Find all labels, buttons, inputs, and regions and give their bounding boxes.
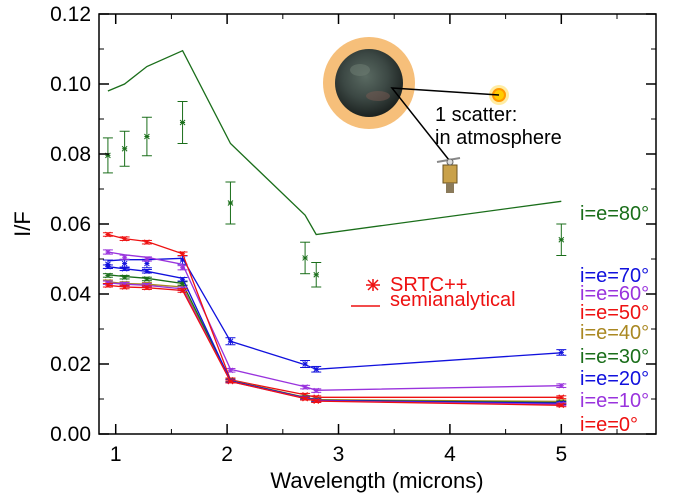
data-point (313, 398, 320, 404)
series-group (102, 255, 567, 373)
spacecraft-icon (436, 157, 461, 193)
data-point (105, 263, 111, 270)
y-tick-label: 0.00 (50, 423, 91, 446)
model-line (107, 49, 562, 236)
data-point (558, 349, 565, 356)
data-point (144, 256, 150, 262)
data-point (302, 361, 308, 367)
y-tick-label: 0.12 (50, 3, 91, 26)
data-point (144, 268, 150, 275)
x-axis-label: Wavelength (microns) (270, 468, 483, 493)
x-tick-label: 4 (444, 443, 456, 466)
axis-ticks: 1 2 3 4 5 0.00 0.02 0.04 0.06 0.08 0.10 0.12 (50, 3, 656, 466)
data-point (302, 395, 308, 402)
data-point (105, 231, 111, 238)
x-tick-label: 2 (221, 443, 233, 466)
data-point (144, 133, 150, 140)
data-point (144, 239, 150, 246)
data-point (105, 261, 111, 268)
series-group (102, 263, 567, 407)
data-point (302, 384, 308, 390)
data-point (179, 287, 186, 294)
series-label: i=e=60° (580, 283, 649, 305)
data-point (121, 235, 128, 242)
data-point (144, 276, 150, 282)
light-ray-path (390, 87, 500, 161)
data-point (179, 264, 186, 271)
series-label: i=e=40° (580, 322, 649, 344)
series-label: i=e=50° (580, 302, 649, 324)
data-point (121, 254, 128, 261)
data-point (558, 382, 565, 389)
y-axis-label: I/F (10, 211, 35, 237)
data-point (105, 282, 111, 289)
data-point (121, 274, 128, 281)
series-group (102, 249, 567, 394)
planet-illustration (323, 37, 415, 129)
series-group (102, 231, 567, 401)
data-point (144, 282, 150, 289)
y-tick-label: 0.08 (50, 143, 91, 166)
data-point (558, 236, 565, 243)
data-point (105, 279, 111, 286)
y-tick-label: 0.10 (50, 73, 91, 96)
data-point (179, 250, 186, 257)
data-point (179, 119, 186, 126)
data-point (558, 402, 565, 409)
y-tick-label: 0.04 (50, 283, 91, 306)
series-layer (102, 49, 567, 409)
series-label: i=e=30° (580, 346, 649, 368)
data-point (121, 265, 128, 272)
data-point (313, 387, 320, 394)
series-label: i=e=0° (580, 414, 638, 436)
y-tick-label: 0.06 (50, 213, 91, 236)
data-point (179, 276, 186, 283)
model-line (107, 266, 562, 404)
data-point (144, 284, 150, 291)
legend-label-semianalytical: semianalytical (390, 289, 516, 311)
legend-marker-srtc (366, 279, 380, 291)
data-point (227, 338, 234, 345)
data-point (227, 367, 234, 374)
x-tick-label: 3 (333, 443, 345, 466)
data-point (144, 260, 150, 267)
x-tick-label: 5 (555, 443, 567, 466)
data-point (121, 260, 128, 267)
annotation-line-1: 1 scatter: (435, 104, 517, 126)
series-label: i=e=80° (580, 203, 649, 225)
data-point (105, 249, 111, 255)
series-label: i=e=10° (580, 390, 649, 412)
data-point (313, 366, 320, 373)
series-labels: i=e=80° i=e=70°i=e=60°i=e=50°i=e=40°i=e=3… (580, 203, 649, 436)
series-label: i=e=20° (580, 368, 649, 390)
data-point (121, 284, 128, 290)
series-label: i=e=70° (580, 265, 649, 287)
series-group (102, 49, 567, 288)
y-tick-label: 0.02 (50, 353, 91, 376)
data-point (105, 272, 111, 279)
legend: SRTC++ semianalytical (351, 274, 516, 311)
legend-label-srtc: SRTC++ (390, 274, 467, 296)
data-point (227, 378, 234, 385)
series-group (102, 282, 567, 409)
data-point (227, 200, 234, 206)
model-line (107, 257, 562, 370)
data-point (558, 394, 565, 401)
model-line (107, 251, 562, 391)
x-tick-label: 1 (110, 443, 122, 466)
annotation-line-2: in atmosphere (435, 127, 562, 149)
data-point (121, 145, 128, 152)
data-point (302, 255, 308, 261)
data-point (313, 271, 320, 278)
